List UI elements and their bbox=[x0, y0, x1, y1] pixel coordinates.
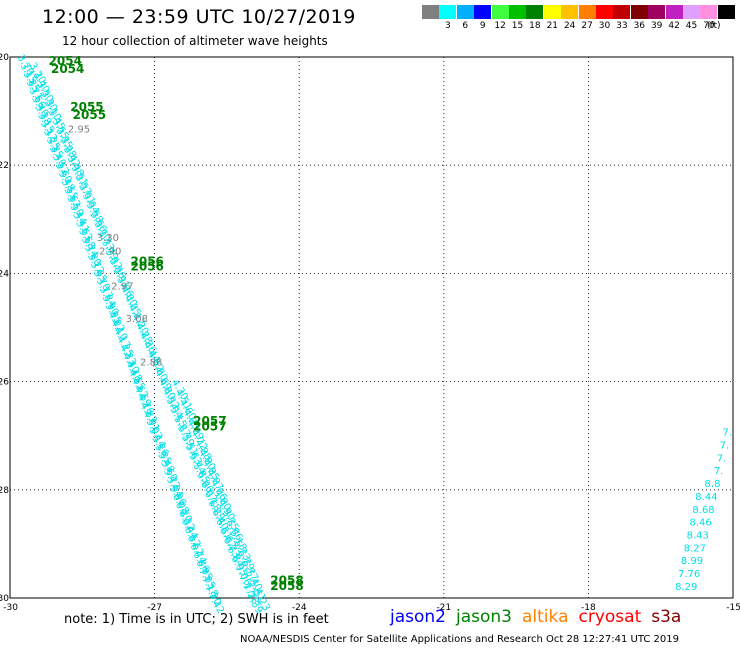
east-track-value-label: 7.76 bbox=[678, 569, 700, 580]
legend-swatch-label: 21 bbox=[546, 21, 559, 31]
legend-unit: (ft) bbox=[707, 21, 721, 31]
legend-swatch bbox=[491, 5, 509, 19]
y-tick-label: -28 bbox=[0, 486, 9, 496]
legend-swatch bbox=[422, 5, 439, 19]
legend-swatch-label: 6 bbox=[462, 21, 469, 31]
east-track-value-label: 7. bbox=[717, 453, 727, 464]
highlighted-value-label: 2.90 bbox=[99, 246, 121, 257]
legend-swatch-label: 27 bbox=[581, 21, 593, 31]
y-tick-label: -22 bbox=[0, 161, 9, 171]
time-label: 2054 bbox=[49, 54, 82, 68]
legend-swatch-label: 39 bbox=[650, 21, 663, 31]
legend-swatch-label: 18 bbox=[529, 21, 541, 31]
x-tick-label: -24 bbox=[292, 603, 307, 613]
legend-swatch bbox=[665, 5, 683, 19]
legend-swatch-label: 24 bbox=[563, 21, 576, 31]
legend-swatch bbox=[439, 5, 457, 19]
time-label: 2057 bbox=[193, 419, 226, 433]
legend-swatch bbox=[578, 5, 596, 19]
satellite-legend: jason2 jason3 altika cryosat s3a bbox=[390, 607, 691, 627]
legend-swatch-label: 36 bbox=[633, 21, 646, 31]
time-label: 2054 bbox=[51, 62, 84, 76]
time-label: 2056 bbox=[131, 260, 164, 274]
legend-swatch bbox=[456, 5, 474, 19]
legend-swatch bbox=[474, 5, 492, 19]
legend-swatch bbox=[648, 5, 666, 19]
satellite-legend-item: jason3 bbox=[456, 607, 512, 627]
time-label: 2055 bbox=[70, 100, 103, 114]
satellite-legend-item: cryosat bbox=[578, 607, 642, 627]
legend-swatch-label: 30 bbox=[598, 21, 611, 31]
east-track-value-label: 8.8 bbox=[705, 479, 721, 490]
y-tick-label: -26 bbox=[0, 378, 9, 388]
legend-swatch bbox=[596, 5, 613, 19]
footer-credit: NOAA/NESDIS Center for Satellite Applica… bbox=[240, 634, 679, 645]
legend-swatch-label: 33 bbox=[616, 21, 628, 31]
satellite-legend-item: s3a bbox=[651, 607, 682, 627]
east-track-value-label: 7. bbox=[722, 428, 732, 439]
time-label: 2057 bbox=[193, 414, 226, 428]
x-tick-label: -15 bbox=[726, 603, 740, 613]
legend-swatch-label: 70 bbox=[703, 21, 715, 31]
legend-swatch-label: 15 bbox=[511, 21, 524, 31]
east-track-value-label: 8.44 bbox=[695, 492, 717, 503]
page-subtitle: 12 hour collection of altimeter wave hei… bbox=[62, 34, 328, 48]
legend-swatch bbox=[700, 5, 718, 19]
x-tick-label: -30 bbox=[3, 603, 18, 613]
x-tick-label: -18 bbox=[581, 603, 596, 613]
plot-frame bbox=[9, 56, 734, 599]
legend-swatch-label: 9 bbox=[479, 21, 486, 31]
legend-swatch-label: 42 bbox=[668, 21, 680, 31]
time-label: 2058 bbox=[270, 579, 303, 593]
east-track-value-label: 8.68 bbox=[692, 505, 714, 516]
highlighted-value-label: 3.30 bbox=[97, 233, 119, 244]
east-track-value-label: 7. bbox=[720, 441, 730, 452]
time-label: 2055 bbox=[73, 108, 106, 122]
east-track-value-label: 8.29 bbox=[675, 582, 697, 593]
legend-swatch bbox=[526, 5, 544, 19]
time-label: 2058 bbox=[270, 573, 303, 587]
y-tick-label: -30 bbox=[0, 594, 9, 604]
y-tick-label: -20 bbox=[0, 53, 9, 63]
east-track-value-label: 8.43 bbox=[687, 530, 709, 541]
legend-swatch-label: 45 bbox=[685, 21, 698, 31]
legend-swatch bbox=[717, 5, 735, 19]
x-tick-label: -27 bbox=[147, 603, 162, 613]
highlighted-value-label: 2.88 bbox=[140, 357, 162, 368]
legend-swatch bbox=[630, 5, 648, 19]
legend-swatch bbox=[613, 5, 631, 19]
time-label: 2056 bbox=[131, 254, 164, 268]
east-track-value-label: 8.46 bbox=[690, 518, 712, 529]
highlighted-value-label: 2.95 bbox=[68, 125, 90, 136]
x-tick-label: -21 bbox=[436, 603, 451, 613]
east-track-value-label: 7. bbox=[714, 466, 724, 477]
highlighted-value-label: 3.08 bbox=[126, 314, 148, 325]
legend-swatch-label: 12 bbox=[494, 21, 506, 31]
east-track-value-label: 8.27 bbox=[684, 543, 706, 554]
legend-swatch bbox=[509, 5, 526, 19]
legend-swatch bbox=[543, 5, 561, 19]
highlighted-value-label: 2.97 bbox=[111, 282, 133, 293]
legend-swatch bbox=[561, 5, 579, 19]
satellite-legend-item: altika bbox=[522, 607, 569, 627]
y-tick-label: -24 bbox=[0, 269, 9, 279]
satellite-legend-item: jason2 bbox=[390, 607, 446, 627]
legend-swatch-label: 3 bbox=[445, 21, 451, 31]
footer-note: note: 1) Time is in UTC; 2) SWH is in fe… bbox=[64, 612, 329, 627]
page-title: 12:00 — 23:59 UTC 10/27/2019 bbox=[42, 6, 356, 28]
legend-swatch bbox=[683, 5, 700, 19]
east-track-value-label: 8.99 bbox=[681, 556, 703, 567]
